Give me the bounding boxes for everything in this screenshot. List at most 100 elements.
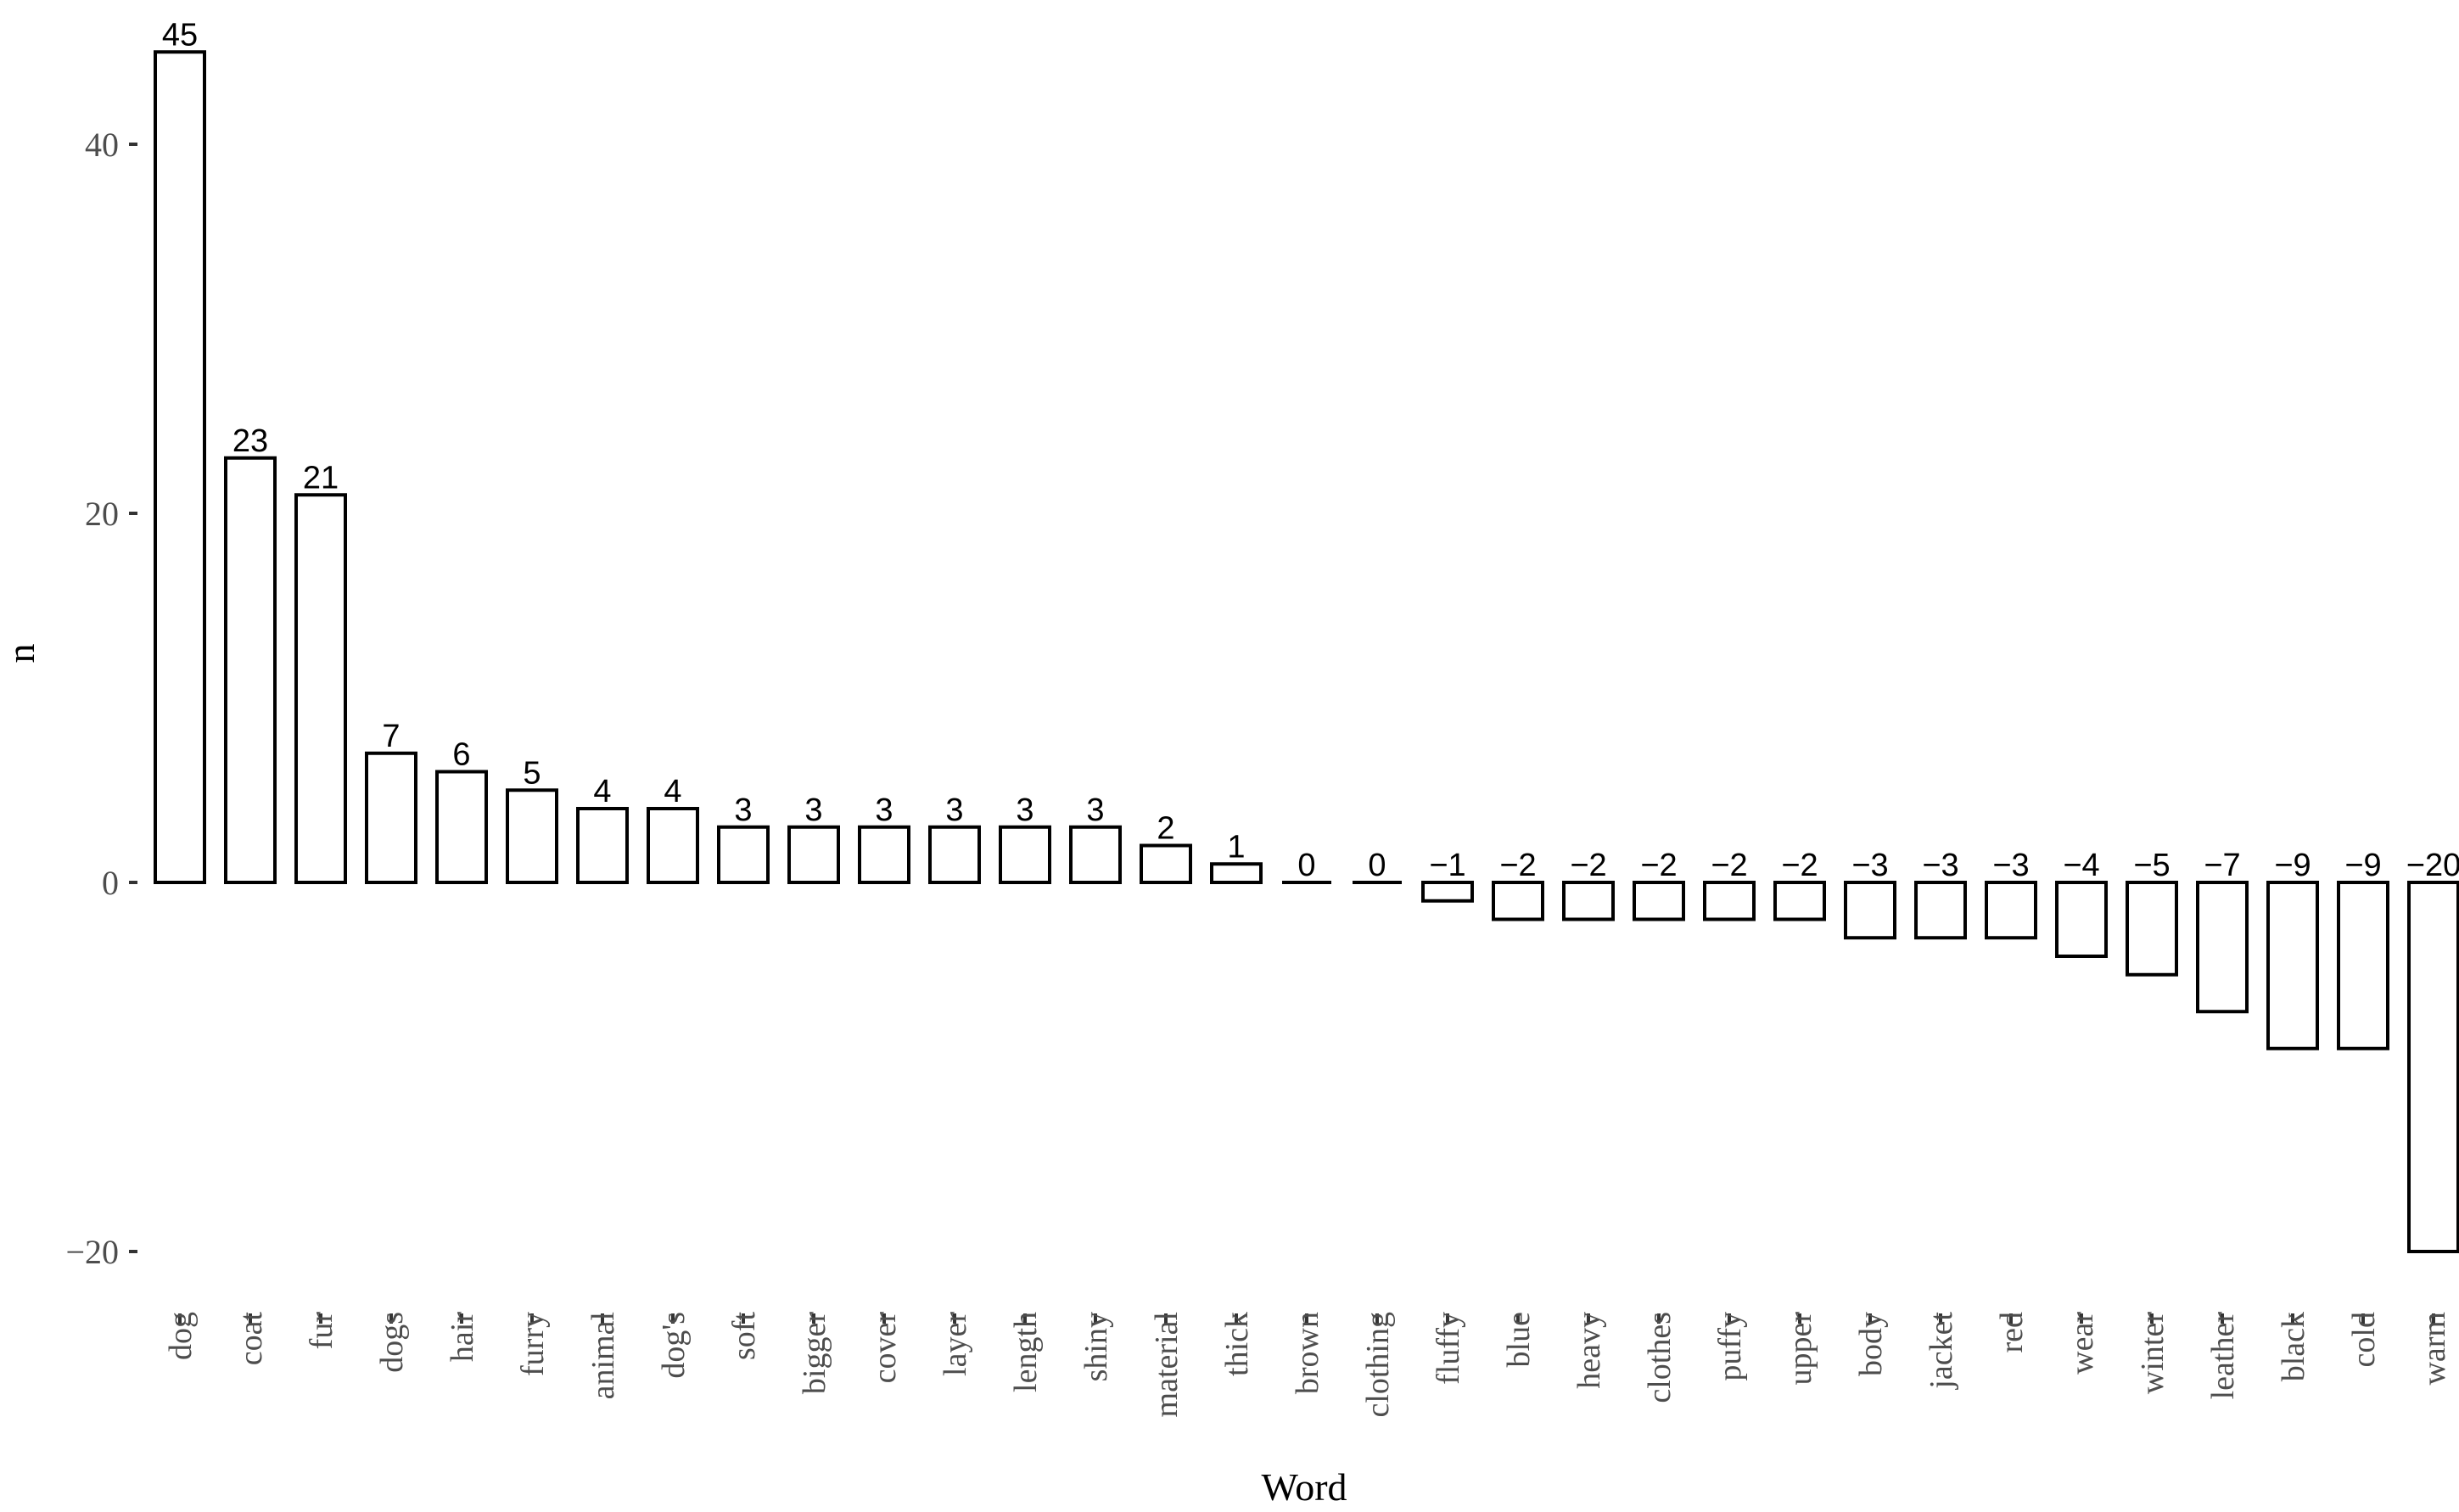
bar-soft: [717, 825, 770, 884]
x-tick-label-heavy: heavy: [1571, 1312, 1607, 1389]
x-tick-label-black: black: [2276, 1312, 2311, 1381]
x-tick-label-puffy: puffy: [1712, 1312, 1748, 1381]
x-tick-label-cover: cover: [867, 1312, 903, 1384]
data-label-leather: −7: [2204, 848, 2240, 883]
bar-shiny: [1069, 825, 1122, 884]
x-tick-label-bigger: bigger: [797, 1312, 832, 1394]
data-label-brown: 0: [1297, 848, 1315, 883]
x-tick-label-material: material: [1149, 1312, 1185, 1417]
data-label-clothing: 0: [1368, 848, 1386, 883]
bar-bigger: [787, 825, 840, 884]
x-tick-label-furry: furry: [515, 1312, 551, 1376]
y-tick-label: −20: [65, 1233, 119, 1271]
data-label-material: 2: [1157, 811, 1174, 847]
y-tick-label: 20: [85, 495, 119, 533]
x-axis: dog coat fur dogs hair furry animal dog's soft bi…: [163, 1312, 2452, 1418]
x-tick-label-warm: warm: [2417, 1312, 2452, 1386]
x-tick-label-clothes: clothes: [1642, 1312, 1678, 1403]
bar-cold: [2337, 881, 2389, 1050]
bar-leather: [2196, 881, 2249, 1014]
data-label-furry: 5: [523, 755, 541, 791]
x-tick-label-hair: hair: [445, 1312, 480, 1362]
bar-dog's: [647, 807, 699, 884]
data-label-hair: 6: [452, 737, 470, 773]
bar-layer: [928, 825, 981, 884]
data-label-red: −3: [1992, 848, 2029, 883]
bar-thick: [1210, 862, 1263, 884]
bar-jacket: [1914, 881, 1967, 940]
data-label-wear: −4: [2063, 848, 2099, 883]
data-label-animal: 4: [593, 774, 611, 809]
data-label-jacket: −3: [1922, 848, 1958, 883]
data-label-winter: −5: [2133, 848, 2170, 883]
x-tick-label-red: red: [1994, 1312, 2030, 1353]
bar-clothes: [1633, 881, 1685, 921]
data-label-dogs: 7: [382, 719, 400, 754]
x-tick-label-shiny: shiny: [1078, 1312, 1114, 1381]
y-tick-label: 0: [102, 864, 119, 902]
x-axis-title: Word: [1261, 1465, 1347, 1509]
bar-fluffy: [1421, 881, 1474, 903]
data-label-fur: 21: [303, 460, 339, 496]
bars-group: [154, 50, 2459, 1253]
bar-wear: [2055, 881, 2108, 958]
x-tick-label-jacket: jacket: [1924, 1312, 1959, 1391]
x-tick-label-length: length: [1008, 1312, 1044, 1392]
y-tick-label: 40: [85, 126, 119, 164]
x-tick-label-coat: coat: [233, 1312, 269, 1366]
data-label-body: −3: [1851, 848, 1888, 883]
bar-hair: [435, 770, 488, 884]
x-tick-label-brown: brown: [1290, 1312, 1325, 1394]
x-tick-label-blue: blue: [1501, 1312, 1537, 1367]
data-label-blue: −2: [1499, 848, 1536, 883]
bar-animal: [576, 807, 629, 884]
bar-coat: [224, 456, 277, 884]
data-label-cold: −9: [2344, 848, 2381, 883]
bar-length: [999, 825, 1051, 884]
bar-heavy: [1562, 881, 1615, 921]
x-tick-label-animal: animal: [585, 1312, 621, 1399]
data-label-upper: −2: [1781, 848, 1818, 883]
data-label-bigger: 3: [804, 792, 822, 828]
data-label-dog's: 4: [664, 774, 681, 809]
bar-dogs: [365, 751, 417, 884]
bar-warm: [2407, 881, 2459, 1253]
data-label-length: 3: [1016, 792, 1033, 828]
x-tick-label-dogs: dogs: [374, 1312, 410, 1373]
x-tick-label-winter: winter: [2135, 1312, 2171, 1394]
x-tick-label-clothing: clothing: [1360, 1312, 1396, 1418]
data-label-black: −9: [2274, 848, 2311, 883]
bar-blue: [1492, 881, 1544, 921]
data-label-soft: 3: [734, 792, 752, 828]
bar-dog: [154, 50, 206, 884]
x-tick-label-thick: thick: [1219, 1312, 1255, 1376]
data-label-warm: −20: [2406, 848, 2459, 883]
data-label-layer: 3: [945, 792, 963, 828]
bar-black: [2266, 881, 2319, 1050]
data-label-dog: 45: [162, 17, 198, 53]
x-tick-label-dog: dog: [163, 1312, 199, 1360]
x-tick-label-fur: fur: [304, 1312, 339, 1350]
x-tick-label-upper: upper: [1783, 1312, 1818, 1386]
x-tick-label-dog's: dog's: [656, 1312, 692, 1379]
bar-upper: [1773, 881, 1826, 921]
data-label-heavy: −2: [1570, 848, 1606, 883]
bar-fur: [294, 493, 347, 884]
data-label-clothes: −2: [1640, 848, 1677, 883]
x-tick-label-cold: cold: [2346, 1312, 2382, 1367]
bar-red: [1985, 881, 2037, 940]
bar-cover: [858, 825, 910, 884]
data-label-coat: 23: [232, 423, 268, 459]
x-tick-label-leather: leather: [2205, 1312, 2241, 1400]
x-tick-label-soft: soft: [726, 1312, 762, 1360]
x-tick-label-wear: wear: [2064, 1312, 2100, 1375]
data-label-fluffy: −1: [1429, 848, 1465, 883]
bar-furry: [506, 788, 558, 884]
bar-puffy: [1703, 881, 1756, 921]
x-tick-label-body: body: [1853, 1312, 1889, 1376]
y-axis: −20 0 20 40: [65, 126, 137, 1271]
x-tick-label-layer: layer: [938, 1312, 973, 1376]
bar-body: [1844, 881, 1896, 940]
